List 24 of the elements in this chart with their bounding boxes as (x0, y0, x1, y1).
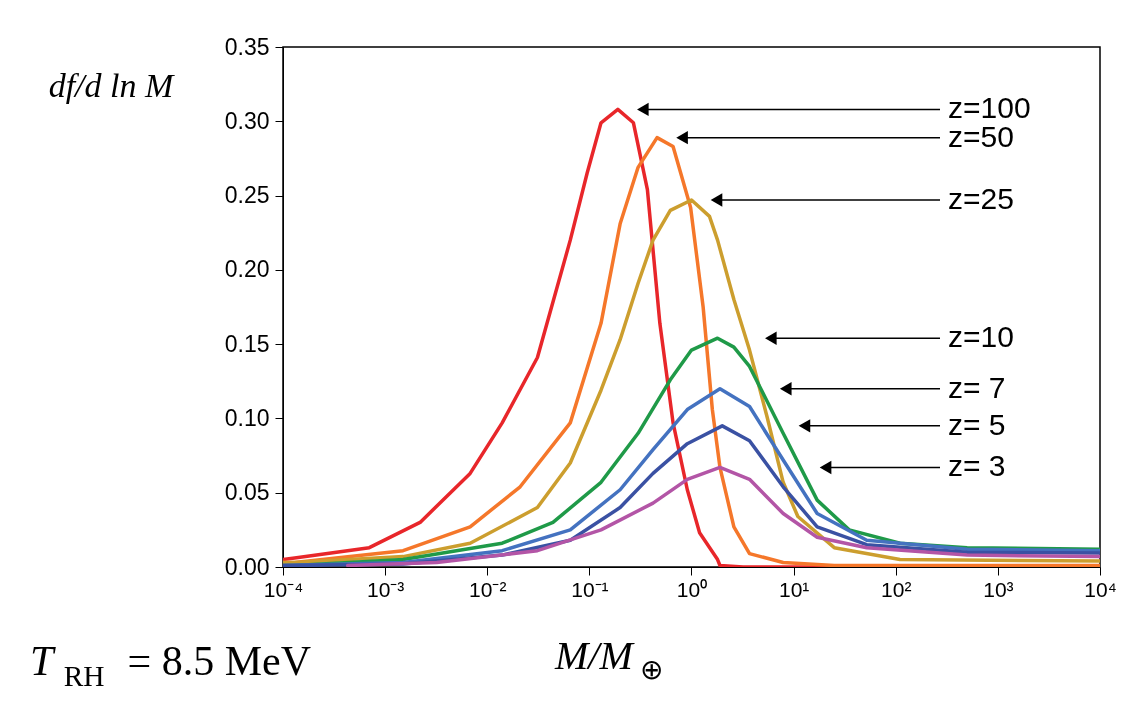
x-axis-title: M/M⊕ (554, 633, 664, 685)
x-tick-label: 10¹ (778, 577, 810, 601)
annotation: z= 5 (948, 407, 1006, 441)
annotation: z= 3 (948, 449, 1006, 483)
x-tick-label: 10² (881, 577, 912, 601)
annotation: z= 7 (948, 370, 1006, 404)
y-tick-label: 0.15 (224, 330, 270, 357)
y-tick-label: 0.20 (224, 256, 270, 283)
y-tick-label: 0.05 (224, 479, 270, 506)
y-tick-label: 0.30 (224, 107, 270, 134)
x-tick-label: 10⁴ (1084, 577, 1117, 601)
x-tick-label: 10³ (983, 577, 1014, 601)
x-tick-label: 10⁻¹ (571, 577, 609, 601)
x-tick-label: 10⁰ (676, 577, 708, 601)
y-tick-label: 0.00 (224, 553, 270, 580)
x-tick-label: 10⁻² (469, 577, 507, 601)
y-axis-title: df/d ln M (48, 67, 175, 104)
annotation: z=25 (948, 182, 1014, 216)
x-tick-label: 10⁻⁴ (263, 577, 304, 601)
y-tick-label: 0.10 (224, 404, 270, 431)
y-tick-label: 0.25 (224, 182, 270, 209)
annotation: z=10 (948, 320, 1014, 354)
y-tick-label: 0.35 (224, 33, 270, 60)
x-tick-label: 10⁻³ (366, 577, 405, 601)
